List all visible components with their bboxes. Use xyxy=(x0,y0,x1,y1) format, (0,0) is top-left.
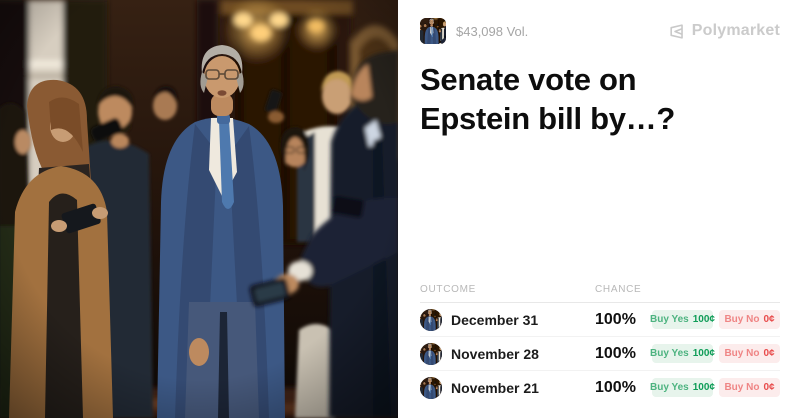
outcome-avatar xyxy=(420,308,442,331)
market-avatar xyxy=(420,18,446,44)
chance-value: 100% xyxy=(595,378,636,396)
column-outcome: OUTCOME xyxy=(420,284,477,295)
buy-no-button[interactable]: Buy No 0¢ xyxy=(719,310,780,329)
market-panel: $43,098 Vol. Polymarket Senate vote on E… xyxy=(398,0,800,418)
buy-no-button[interactable]: Buy No 0¢ xyxy=(719,344,780,363)
brand-name: Polymarket xyxy=(691,22,780,39)
polymarket-logo[interactable]: Polymarket xyxy=(668,22,780,40)
outcome-cell: December 31 xyxy=(420,308,589,331)
outcome-avatar xyxy=(420,342,442,365)
outcome-cell: November 28 xyxy=(420,342,589,365)
outcome-cell: November 21 xyxy=(420,376,589,399)
table-header: OUTCOME CHANCE xyxy=(420,284,780,303)
outcome-label: November 28 xyxy=(451,345,539,362)
polymarket-cube-icon xyxy=(670,23,683,39)
chance-value: 100% xyxy=(595,344,636,362)
outcome-row-november-21[interactable]: November 21 100% Buy Yes 100¢ Buy No 0¢ xyxy=(420,371,780,404)
volume-label: $43,098 Vol. xyxy=(456,23,529,39)
buy-yes-button[interactable]: Buy Yes 100¢ xyxy=(650,378,715,397)
outcome-row-december-31[interactable]: December 31 100% Buy Yes 100¢ Buy No 0¢ xyxy=(420,303,780,337)
column-chance: CHANCE xyxy=(595,284,642,295)
market-title: Senate vote on Epstein bill by…? xyxy=(420,62,675,137)
outcome-label: December 31 xyxy=(451,311,539,328)
outcome-row-november-28[interactable]: November 28 100% Buy Yes 100¢ Buy No 0¢ xyxy=(420,337,780,371)
outcome-avatar xyxy=(420,376,442,399)
outcome-label: November 21 xyxy=(451,379,539,396)
topbar-left: $43,098 Vol. xyxy=(420,18,528,44)
topbar: $43,098 Vol. Polymarket xyxy=(420,18,780,44)
buy-yes-button[interactable]: Buy Yes 100¢ xyxy=(650,310,715,329)
capitol-crowd-photo xyxy=(0,0,398,418)
outcomes-table: OUTCOME CHANCE December 31 100% Buy Yes … xyxy=(420,284,780,404)
buy-no-button[interactable]: Buy No 0¢ xyxy=(719,378,780,397)
market-photo xyxy=(0,0,398,418)
buy-yes-button[interactable]: Buy Yes 100¢ xyxy=(650,344,715,363)
chance-value: 100% xyxy=(595,310,636,328)
